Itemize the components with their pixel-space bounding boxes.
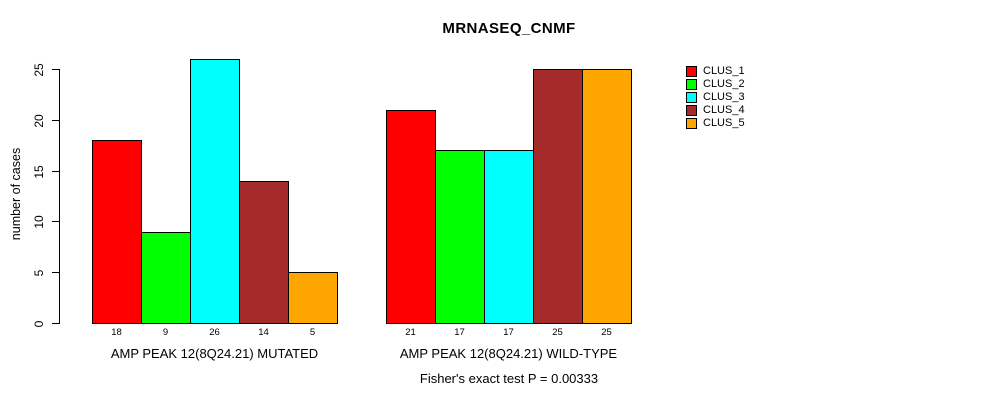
y-axis-tick xyxy=(52,69,59,70)
legend-swatch-clus-5 xyxy=(686,118,697,129)
bar-value-label: 9 xyxy=(162,327,169,338)
bar-clus-2 xyxy=(435,150,485,324)
group-axis-label: AMP PEAK 12(8Q24.21) MUTATED xyxy=(110,346,319,361)
y-axis-tick xyxy=(52,171,59,172)
bar-value-label: 17 xyxy=(454,327,465,338)
y-axis-tick xyxy=(52,221,59,222)
bar-clus-3 xyxy=(484,150,534,324)
bar-value-label: 18 xyxy=(111,327,122,338)
legend-item: CLUS_2 xyxy=(686,78,745,91)
y-axis-tick xyxy=(52,120,59,121)
legend-label: CLUS_1 xyxy=(703,65,745,77)
bar-value-label: 5 xyxy=(309,327,316,338)
bar-clus-1 xyxy=(92,140,142,324)
y-tick-label: 20 xyxy=(32,113,46,128)
bar-clus-4 xyxy=(533,69,583,324)
legend-swatch-clus-1 xyxy=(686,66,697,77)
legend-label: CLUS_5 xyxy=(703,117,745,129)
bar-clus-1 xyxy=(386,110,436,324)
y-axis-tick xyxy=(52,272,59,273)
bar-value-label: 26 xyxy=(209,327,220,338)
legend-swatch-clus-2 xyxy=(686,79,697,90)
chart-title: MRNASEQ_CNMF xyxy=(442,20,576,37)
bar-clus-4 xyxy=(239,181,289,324)
legend-label: CLUS_2 xyxy=(703,78,745,90)
fisher-test-annotation: Fisher's exact test P = 0.00333 xyxy=(419,371,599,386)
bar-clus-2 xyxy=(141,232,191,324)
y-tick-label: 15 xyxy=(32,164,46,179)
legend-swatch-clus-4 xyxy=(686,105,697,116)
legend-label: CLUS_3 xyxy=(703,91,745,103)
bar-clus-3 xyxy=(190,59,240,324)
y-axis-line xyxy=(59,69,60,324)
bar-value-label: 21 xyxy=(405,327,416,338)
bar-clus-5 xyxy=(288,272,338,324)
y-axis-title: number of cases xyxy=(9,147,23,241)
legend-item: CLUS_5 xyxy=(686,117,745,130)
y-tick-label: 25 xyxy=(32,62,46,77)
legend-item: CLUS_1 xyxy=(686,65,745,78)
legend-label: CLUS_4 xyxy=(703,104,745,116)
legend: CLUS_1 CLUS_2 CLUS_3 CLUS_4 CLUS_5 xyxy=(686,65,745,130)
bar-clus-5 xyxy=(582,69,632,324)
y-tick-label: 5 xyxy=(32,269,46,276)
legend-swatch-clus-3 xyxy=(686,92,697,103)
y-axis-tick xyxy=(52,323,59,324)
bar-value-label: 25 xyxy=(552,327,563,338)
bar-value-label: 25 xyxy=(601,327,612,338)
bar-value-label: 17 xyxy=(503,327,514,338)
y-tick-label: 10 xyxy=(32,214,46,229)
legend-item: CLUS_3 xyxy=(686,91,745,104)
bar-value-label: 14 xyxy=(258,327,269,338)
group-axis-label: AMP PEAK 12(8Q24.21) WILD-TYPE xyxy=(399,346,618,361)
legend-item: CLUS_4 xyxy=(686,104,745,117)
y-tick-label: 0 xyxy=(32,320,46,327)
